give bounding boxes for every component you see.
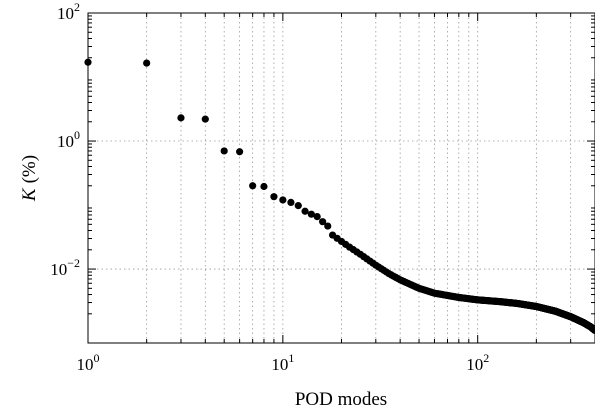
x-tick-label: 101	[271, 351, 294, 374]
tick-marks	[87, 12, 595, 343]
y-tick-label: 100	[57, 128, 80, 151]
data-point	[279, 196, 287, 204]
data-point	[236, 148, 244, 156]
data-point	[143, 59, 151, 67]
x-tick-label: 102	[466, 351, 489, 374]
data-point	[260, 182, 268, 191]
y-tick-label: 102	[57, 0, 80, 23]
data-point	[177, 114, 185, 122]
grid-lines	[88, 13, 595, 343]
data-point	[249, 182, 257, 190]
y-axis-label-unit: (%)	[19, 155, 40, 183]
x-axis-label: POD modes	[295, 389, 387, 410]
data-point	[591, 326, 595, 335]
data-point	[313, 213, 321, 221]
data-point	[301, 207, 309, 215]
x-tick-label: 100	[77, 351, 100, 374]
y-axis-label: K (%)	[19, 155, 40, 202]
y-tick-label: 10−2	[50, 256, 80, 279]
y-axis-label-symbol: K	[19, 187, 40, 202]
data-point	[307, 210, 315, 218]
data-point	[294, 202, 302, 210]
data-point	[287, 198, 295, 207]
data-point	[319, 218, 327, 226]
data-point	[220, 147, 228, 155]
data-point	[270, 193, 278, 201]
data-point	[201, 115, 209, 123]
data-point	[324, 222, 332, 230]
data-points	[84, 58, 595, 335]
tick-labels: 100 101 102 10−2 100 102	[50, 0, 489, 374]
